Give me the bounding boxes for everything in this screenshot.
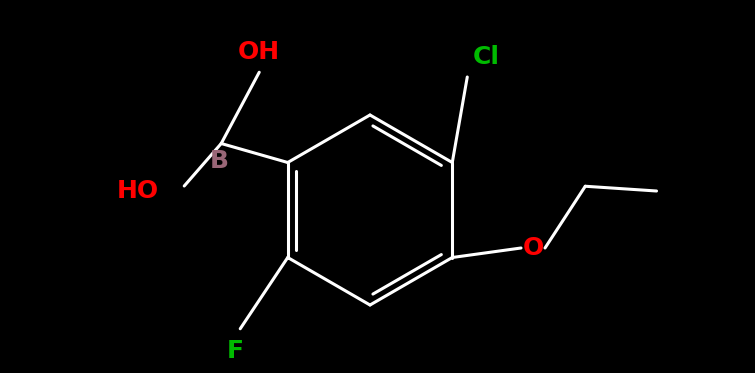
Text: OH: OH	[238, 40, 280, 64]
Text: HO: HO	[117, 179, 159, 203]
Text: O: O	[522, 236, 544, 260]
Text: B: B	[210, 148, 229, 172]
Text: F: F	[226, 339, 244, 363]
Text: Cl: Cl	[473, 45, 499, 69]
